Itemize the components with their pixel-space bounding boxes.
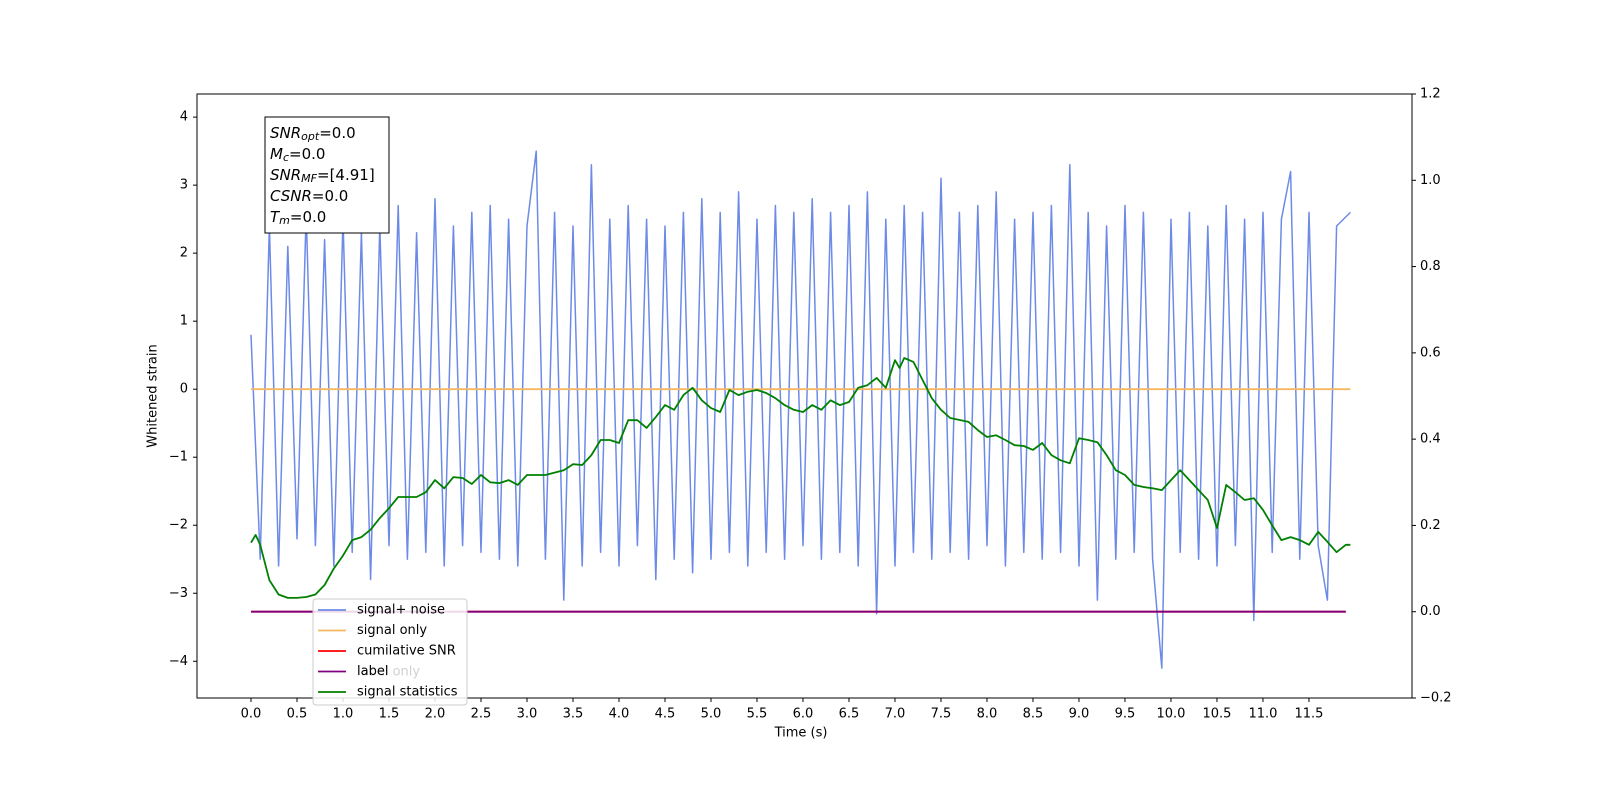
- x-tick-label: 9.5: [1115, 707, 1136, 722]
- info-value: =0.0: [289, 145, 325, 163]
- info-box: SNRopt=0.0Mc=0.0SNRMF=[4.91]CSNR=0.0Tm=0…: [264, 116, 390, 234]
- info-line: SNRopt=0.0: [270, 124, 356, 144]
- x-tick-label: 0.5: [287, 707, 308, 722]
- legend-label: signal+ noise: [357, 603, 445, 618]
- info-value: =0.0: [312, 187, 348, 205]
- info-subscript: c: [283, 151, 289, 164]
- y-tick-label: −4: [169, 654, 188, 669]
- x-tick-label: 1.5: [379, 707, 400, 722]
- legend-ghost-label: label only: [357, 665, 420, 680]
- y-tick-label: 3: [180, 178, 188, 193]
- x-tick-label: 1.0: [333, 707, 354, 722]
- y-tick-label: −3: [169, 586, 188, 601]
- y-axis-label: Whitened strain: [146, 344, 161, 447]
- x-tick-label: 10.0: [1156, 707, 1185, 722]
- series-line: [250, 150, 1351, 669]
- legend-frame: [312, 598, 468, 706]
- y2-tick-label: −0.2: [1420, 691, 1452, 706]
- info-symbol: SNR: [270, 124, 301, 142]
- x-tick-label: 9.0: [1069, 707, 1090, 722]
- x-tick-label: 3.5: [563, 707, 584, 722]
- y-tick-label: −2: [169, 518, 188, 533]
- y-tick-label: 2: [180, 246, 188, 261]
- info-line: Mc=0.0: [270, 145, 325, 165]
- x-tick-label: 2.0: [425, 707, 446, 722]
- x-tick-label: 8.5: [1023, 707, 1044, 722]
- y-tick-label: 0: [180, 382, 188, 397]
- info-symbol: CSNR: [270, 187, 312, 205]
- x-tick-label: 5.0: [701, 707, 722, 722]
- x-tick-label: 8.0: [977, 707, 998, 722]
- info-line: CSNR=0.0: [270, 187, 348, 205]
- x-tick-label: 3.0: [517, 707, 538, 722]
- info-box-frame: [264, 116, 390, 234]
- x-tick-label: 0.0: [241, 707, 262, 722]
- y2-tick-label: 0.6: [1420, 345, 1441, 360]
- x-tick-label: 4.5: [655, 707, 676, 722]
- y2-tick-label: 1.0: [1420, 173, 1441, 188]
- info-line: SNRMF=[4.91]: [270, 166, 375, 186]
- axes-frame: [196, 93, 1413, 699]
- legend: label only signal+ noise signal only cumila…: [312, 598, 468, 706]
- x-tick-label: 6.5: [839, 707, 860, 722]
- info-symbol: T: [270, 208, 281, 226]
- info-symbol: SNR: [270, 166, 301, 184]
- x-tick-label: 7.5: [931, 707, 952, 722]
- x-tick-label: 5.5: [747, 707, 768, 722]
- info-subscript: opt: [301, 130, 320, 143]
- y-tick-label: 4: [180, 110, 188, 125]
- legend-label: label: [357, 664, 388, 679]
- x-tick-label: 6.0: [793, 707, 814, 722]
- info-subscript: m: [279, 214, 290, 227]
- x-axis-label: Time (s): [774, 726, 828, 741]
- info-symbol: M: [270, 145, 283, 163]
- x-tick-label: 4.0: [609, 707, 630, 722]
- y2-tick-label: 0.0: [1420, 604, 1441, 619]
- x-tick-label: 2.5: [471, 707, 492, 722]
- info-value: =0.0: [290, 208, 326, 226]
- info-value: =[4.91]: [317, 166, 375, 184]
- y2-tick-label: 0.2: [1420, 518, 1441, 533]
- y-tick-label: 1: [180, 314, 188, 329]
- series-line: [250, 357, 1351, 599]
- x-tick-label: 10.5: [1202, 707, 1231, 722]
- info-line: Tm=0.0: [270, 208, 326, 228]
- legend-label: cumilative SNR: [357, 644, 456, 659]
- x-tick-label: 11.0: [1248, 707, 1277, 722]
- info-subscript: MF: [301, 172, 317, 185]
- y-tick-label: −1: [169, 450, 188, 465]
- y2-tick-label: 1.2: [1420, 87, 1441, 102]
- info-value: =0.0: [319, 124, 355, 142]
- y2-tick-label: 0.8: [1420, 259, 1441, 274]
- legend-label: signal statistics: [357, 685, 458, 700]
- x-tick-label: 7.0: [885, 707, 906, 722]
- y2-tick-label: 0.4: [1420, 432, 1441, 447]
- x-tick-label: 11.5: [1294, 707, 1323, 722]
- legend-label: signal only: [357, 623, 427, 638]
